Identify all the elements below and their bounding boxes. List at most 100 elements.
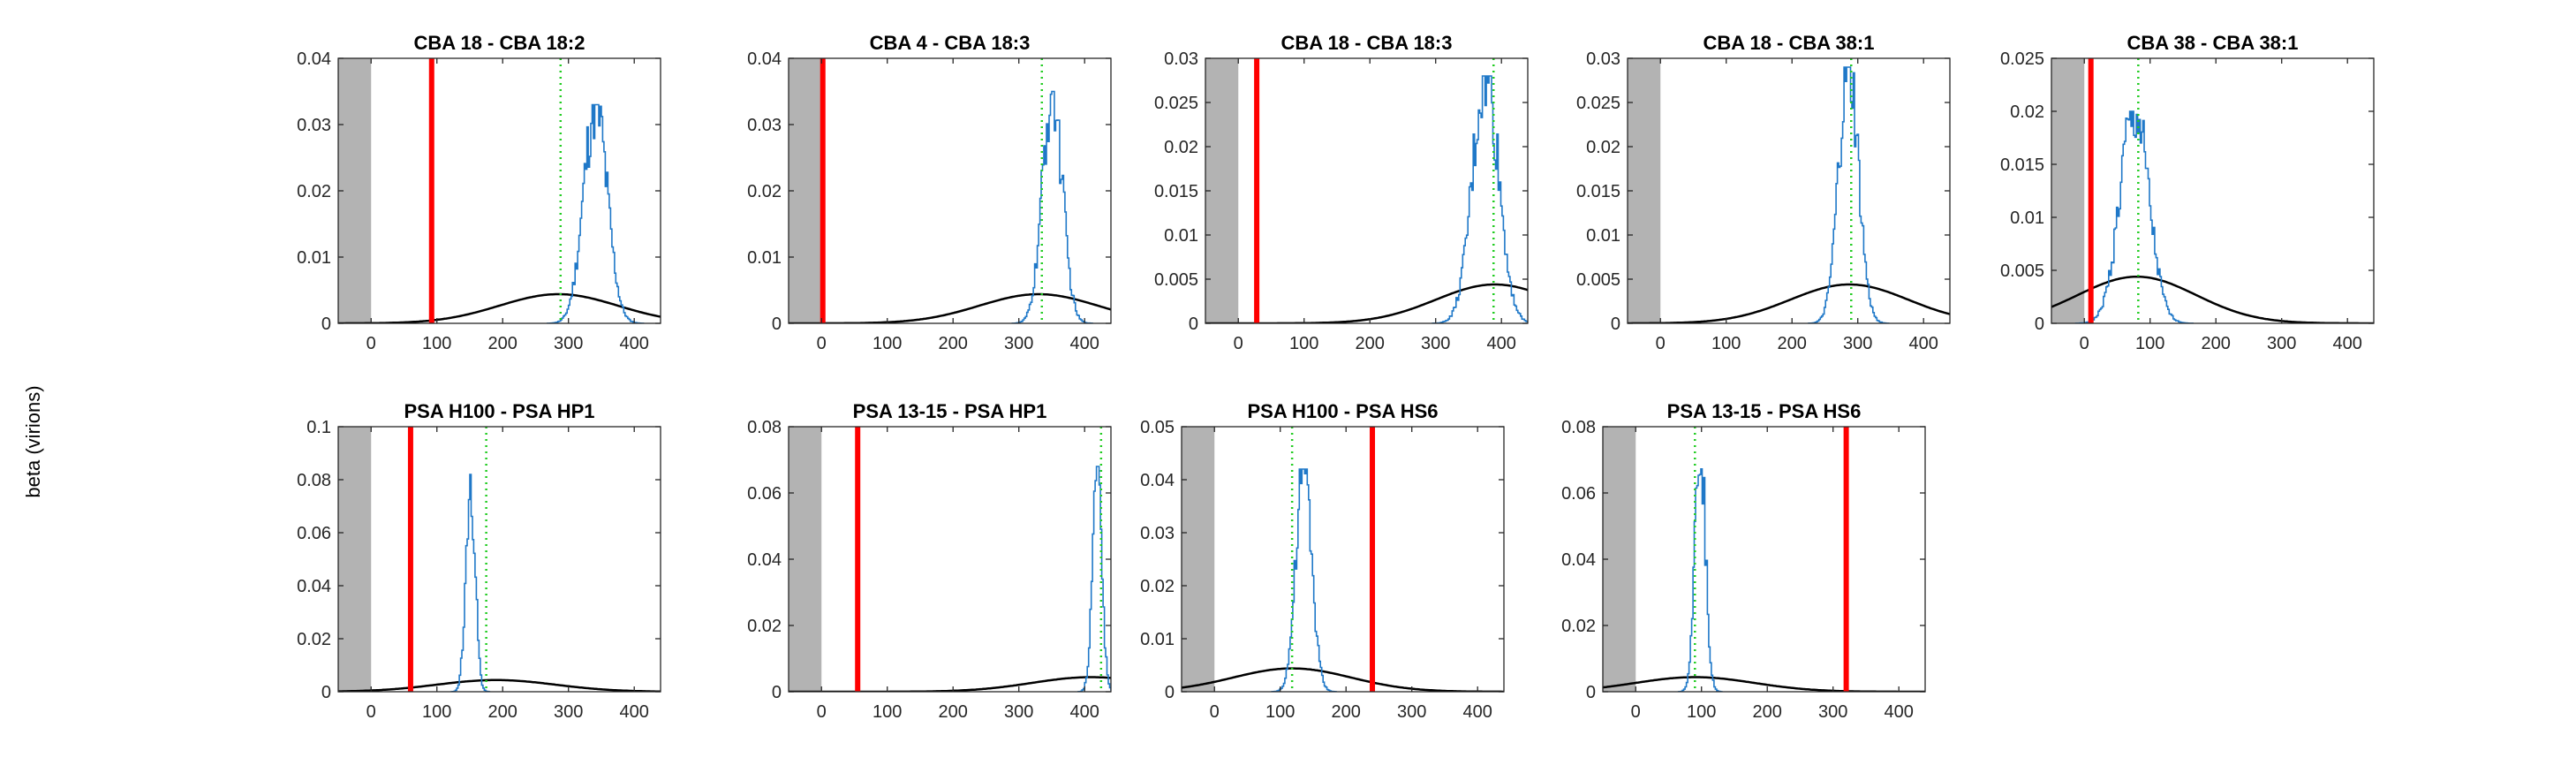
x-tick-label: 0 — [366, 334, 376, 353]
x-tick-label: 0 — [817, 702, 827, 722]
x-tick-label: 0 — [366, 702, 376, 722]
axes-box — [788, 57, 1112, 324]
y-tick-label: 0 — [321, 315, 331, 334]
plot-area — [338, 58, 661, 323]
panel-3: 0 100 200 300 400 0 0.005 0.01 0.015 0.02 0.025 0.0… — [1154, 32, 1529, 353]
panel-2: 0 100 200 300 400 0 0.01 0.02 0.03 0.04 CBA 4 - CB… — [747, 32, 1112, 353]
panel-title: PSA H100 - PSA HS6 — [1247, 400, 1438, 422]
x-tick-label: 400 — [1070, 702, 1099, 722]
x-tick-label: 300 — [1818, 702, 1847, 722]
y-tick-label: 0.03 — [297, 116, 331, 135]
x-tick-label: 200 — [939, 334, 968, 353]
posterior-histogram — [1271, 468, 1337, 692]
y-tick-label: 0.02 — [1586, 138, 1620, 157]
y-tick-label: 0 — [1165, 683, 1175, 702]
plot-area — [1182, 427, 1504, 692]
y-tick-label: 0.06 — [297, 524, 331, 543]
y-tick-label: 0 — [1586, 683, 1596, 702]
y-tick-label: 0.04 — [297, 577, 331, 596]
prior-curve — [1182, 667, 1504, 692]
x-tick-label: 400 — [1909, 334, 1938, 353]
x-tick-label: 400 — [1070, 334, 1099, 353]
plot-area — [789, 58, 1111, 323]
shaded-region — [1182, 427, 1215, 692]
plot-area — [789, 427, 1111, 692]
shaded-region — [1205, 58, 1239, 323]
x-tick-label: 200 — [1332, 702, 1361, 722]
y-tick-label: 0 — [321, 683, 331, 702]
y-tick-label: 0.05 — [1140, 418, 1175, 437]
y-tick-label: 0.04 — [297, 49, 331, 69]
y-tick-label: 0 — [772, 683, 782, 702]
x-tick-label: 300 — [1421, 334, 1450, 353]
x-tick-label: 200 — [1753, 702, 1782, 722]
y-tick-label: 0.02 — [1164, 138, 1198, 157]
panel-title: CBA 4 - CBA 18:3 — [870, 32, 1031, 54]
panel-6: 0 100 200 300 400 0 0.02 0.04 0.06 0.08 0.1 PSA H10… — [297, 400, 661, 722]
x-tick-label: 200 — [939, 702, 968, 722]
prior-curve — [1628, 283, 1950, 323]
panel-1: 0 100 200 300 400 0 0.01 0.02 0.03 0.04 CBA 18 - C… — [297, 32, 661, 353]
x-tick-label: 200 — [1778, 334, 1807, 353]
x-tick-label: 200 — [1356, 334, 1385, 353]
y-tick-label: 0.04 — [1561, 550, 1596, 570]
posterior-histogram — [1808, 66, 1890, 323]
y-tick-label: 0.02 — [2010, 102, 2044, 122]
x-tick-label: 400 — [620, 702, 649, 722]
axes-box — [2051, 57, 2375, 324]
panel-8: 0 100 200 300 400 0 0.01 0.02 0.03 0.04 0.05 PSA H1… — [1140, 400, 1505, 722]
x-tick-label: 100 — [1711, 334, 1741, 353]
panel-9: 0 100 200 300 400 0 0.02 0.04 0.06 0.08 PSA 13-15 … — [1561, 400, 1926, 722]
y-tick-label: 0 — [1611, 315, 1620, 334]
y-tick-label: 0.01 — [2010, 208, 2044, 228]
y-tick-label: 0 — [1189, 315, 1198, 334]
shaded-region — [338, 427, 372, 692]
y-tick-label: 0.06 — [747, 484, 782, 504]
axes-box — [788, 426, 1112, 693]
prior-curve — [338, 292, 661, 323]
y-tick-label: 0.025 — [2000, 49, 2044, 69]
prior-curve — [1603, 676, 1925, 692]
x-tick-label: 300 — [1004, 334, 1033, 353]
x-tick-label: 0 — [1656, 334, 1666, 353]
posterior-histogram — [1432, 75, 1528, 323]
x-tick-label: 300 — [1004, 702, 1033, 722]
y-tick-label: 0.025 — [1576, 94, 1620, 113]
y-tick-label: 0.02 — [1140, 577, 1175, 596]
y-tick-label: 0.01 — [1164, 226, 1198, 246]
y-tick-label: 0.01 — [1140, 630, 1175, 649]
y-tick-label: 0 — [772, 315, 782, 334]
posterior-histogram — [450, 474, 491, 692]
plot-area — [1205, 58, 1528, 323]
shaded-region — [789, 427, 822, 692]
y-tick-label: 0.02 — [297, 182, 331, 201]
x-tick-label: 100 — [422, 334, 451, 353]
shaded-region — [789, 58, 822, 323]
shaded-region — [2051, 58, 2085, 323]
x-tick-label: 100 — [1289, 334, 1318, 353]
y-tick-label: 0.02 — [747, 182, 782, 201]
prior-curve — [789, 676, 1111, 692]
y-tick-label: 0.03 — [1586, 49, 1620, 69]
y-tick-label: 0.03 — [1140, 524, 1175, 543]
x-tick-label: 0 — [1631, 702, 1641, 722]
posterior-histogram — [2074, 110, 2194, 323]
x-tick-label: 300 — [2267, 334, 2296, 353]
axes-box — [1181, 426, 1505, 693]
panel-title: PSA 13-15 - PSA HS6 — [1667, 400, 1862, 422]
x-tick-label: 0 — [1234, 334, 1243, 353]
x-tick-label: 400 — [2333, 334, 2362, 353]
x-tick-label: 300 — [554, 334, 583, 353]
x-tick-label: 100 — [873, 702, 902, 722]
prior-curve — [789, 292, 1111, 323]
axes-box — [1205, 57, 1529, 324]
prior-curve — [338, 678, 661, 692]
posterior-histogram — [1011, 90, 1093, 323]
x-tick-label: 300 — [1843, 334, 1872, 353]
posterior-histogram — [547, 103, 645, 323]
x-tick-label: 300 — [554, 702, 583, 722]
x-tick-label: 100 — [1265, 702, 1295, 722]
panel-title: CBA 18 - CBA 18:2 — [414, 32, 585, 54]
x-tick-label: 200 — [488, 334, 517, 353]
